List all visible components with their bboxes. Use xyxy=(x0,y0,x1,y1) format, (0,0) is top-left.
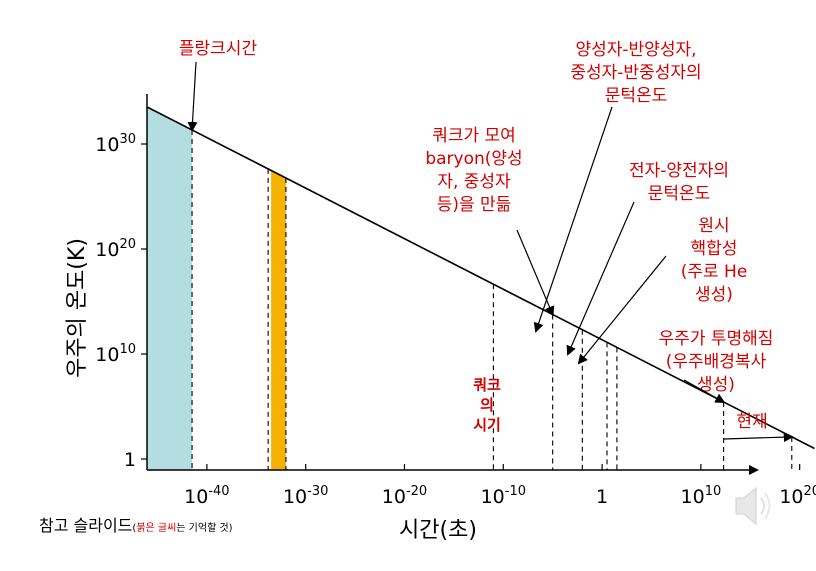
x-tick-label: 10-10 xyxy=(481,484,526,508)
shaded-regions xyxy=(147,107,286,470)
annotation-arrow-5 xyxy=(533,106,613,333)
annotation-arrow-4 xyxy=(516,229,555,317)
annotation-6: 전자-양전자의 문턱온도 xyxy=(629,161,729,204)
y-tick-label: 1 xyxy=(124,449,136,471)
annotation-arrows xyxy=(187,61,794,443)
x-tick-label: 1010 xyxy=(681,484,722,508)
footnote: 참고 슬라이드(붉은 글씨는 기억할 것) xyxy=(39,516,233,535)
annotation-arrow-0 xyxy=(187,61,198,132)
annotation-arrow-6 xyxy=(566,201,635,356)
annotation-9: 현재 xyxy=(736,412,767,432)
shaded-region-1 xyxy=(271,170,286,470)
annotation-arrow-8 xyxy=(683,379,726,403)
era-label: 쿼크 의 시기 xyxy=(473,376,501,434)
x-axis-arrowhead xyxy=(749,465,759,475)
event-markers xyxy=(191,130,793,470)
annotation-0: 플랑크시간 xyxy=(179,39,258,59)
y-tick-label: 1030 xyxy=(95,132,136,156)
footnote-main: 참고 슬라이드 xyxy=(39,516,132,535)
series xyxy=(147,106,815,450)
speaker-icon[interactable] xyxy=(735,486,771,526)
y-axis-title: 우주의 온도(K) xyxy=(65,238,90,378)
x-tick-label: 1 xyxy=(596,486,608,508)
annotation-5: 양성자-반양성자, 중성자-반중성자의 문턱온도 xyxy=(570,40,701,106)
x-axis-title: 시간(초) xyxy=(399,518,477,543)
temperature-line xyxy=(147,106,815,450)
shaded-region-0 xyxy=(147,107,193,470)
y-tick-label: 1020 xyxy=(95,237,136,261)
x-tick-label: 10-20 xyxy=(382,484,427,508)
annotation-4: 쿼크가 모여 baryon(양성 자, 중성자 등)을 만듦 xyxy=(425,126,522,215)
axes xyxy=(141,94,801,475)
x-tick-label: 10-30 xyxy=(283,484,328,508)
annotation-arrow-7 xyxy=(577,255,667,365)
y-tick-label: 1010 xyxy=(95,342,136,366)
x-tick-labels: 10-40 10-30 10-20 10-10 1 1010 1020 xyxy=(184,484,816,508)
y-tick-labels: 1 1010 1020 1030 xyxy=(95,132,136,471)
footnote-red: 붉은 글씨 xyxy=(136,522,176,534)
x-tick-label: 1020 xyxy=(779,484,816,508)
annotation-8: 우주가 투명해짐 (우주배경복사 생성) xyxy=(659,329,774,395)
annotation-arrow-9 xyxy=(723,432,794,443)
annotation-7: 원시 핵합성 (주로 He 생성) xyxy=(681,216,748,305)
x-tick-label: 10-40 xyxy=(184,484,229,508)
